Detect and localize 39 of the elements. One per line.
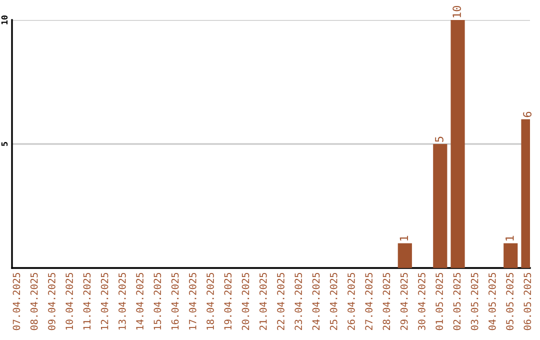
x-tick-label: 27.04.2025 — [365, 272, 373, 330]
x-tick-label: 18.04.2025 — [206, 272, 214, 330]
bar — [433, 144, 448, 268]
x-tick-label: 08.04.2025 — [30, 272, 38, 330]
x-tick-label: 01.05.2025 — [436, 272, 443, 330]
x-tick-label: 12.04.2025 — [100, 272, 108, 330]
x-tick-label: 30.04.2025 — [418, 272, 426, 330]
x-tick-label: 09.04.2025 — [48, 272, 56, 330]
x-tick-label: 02.05.2025 — [453, 272, 461, 330]
x-tick-label: 25.04.2025 — [330, 272, 338, 330]
x-tick-label: 10.04.2025 — [66, 272, 73, 330]
data-label: 1 — [400, 236, 408, 240]
bar — [450, 20, 465, 268]
x-tick-label: 05.05.2025 — [506, 272, 514, 330]
x-tick-label: 17.04.2025 — [188, 272, 196, 330]
x-tick-label: 13.04.2025 — [118, 272, 126, 330]
x-tick-label: 24.04.2025 — [312, 272, 320, 330]
x-tick-label: 06.05.2025 — [524, 272, 532, 330]
x-tick-label: 19.04.2025 — [224, 272, 232, 330]
data-label: 10 — [452, 6, 462, 18]
data-label: 6 — [523, 112, 532, 118]
x-tick-label: 26.04.2025 — [348, 272, 355, 330]
x-tick-label: 03.05.2025 — [470, 272, 478, 330]
x-tick-label: 20.04.2025 — [242, 272, 250, 330]
x-tick-label: 04.05.2025 — [488, 272, 496, 330]
x-tick-label: 21.04.2025 — [259, 272, 267, 330]
x-tick-label: 29.04.2025 — [400, 272, 408, 330]
data-label: 5 — [435, 136, 444, 142]
x-tick-label: 11.04.2025 — [83, 272, 91, 330]
data-label: 1 — [506, 236, 514, 240]
x-tick-label: 23.04.2025 — [294, 272, 302, 330]
x-tick-label: 15.04.2025 — [154, 272, 162, 330]
x-tick-label: 22.04.2025 — [277, 272, 284, 330]
bar — [504, 243, 518, 268]
x-tick-label: 14.04.2025 — [136, 272, 144, 330]
x-tick-label: 28.04.2025 — [382, 272, 390, 330]
x-tick-label: 07.04.2025 — [12, 272, 20, 330]
x-tick-label: 16.04.2025 — [171, 272, 179, 330]
bar — [398, 243, 412, 268]
